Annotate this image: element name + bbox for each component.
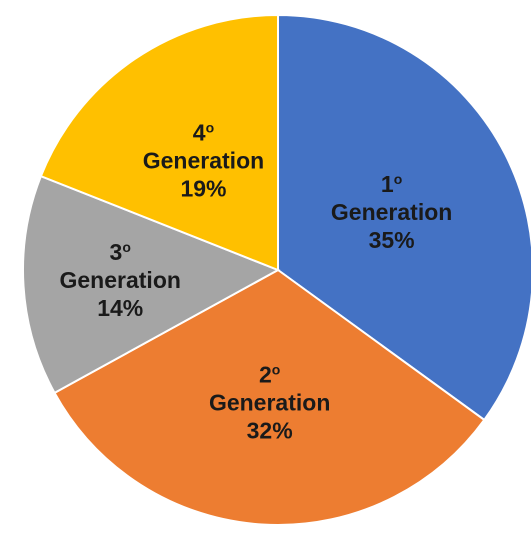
pie-labels: 1o Generation 35%2o Generation 32%3o Generati… [60, 119, 453, 443]
slice-name: Generation [209, 389, 330, 415]
slice-label-3: 3o Generation 14% [60, 239, 181, 321]
slice-percent: 32% [247, 417, 293, 443]
slice-ordinal: 1o [381, 171, 402, 197]
slice-ordinal: 3o [110, 239, 131, 265]
slice-name: Generation [60, 267, 181, 293]
pie-slice-3 [22, 174, 281, 395]
slice-percent: 14% [97, 295, 143, 321]
slice-label-1: 1o Generation 35% [331, 171, 452, 253]
pie-slice-1 [277, 13, 531, 422]
pie-slice-4 [39, 13, 279, 272]
slice-name: Generation [143, 147, 264, 173]
slice-label-2: 2o Generation 32% [209, 361, 330, 443]
slice-percent: 35% [369, 227, 415, 253]
slice-name: Generation [331, 199, 452, 225]
pie-slice-2 [53, 268, 486, 526]
slice-label-4: 4o Generation 19% [143, 119, 264, 201]
slice-ordinal: 4o [193, 119, 214, 145]
slice-percent: 19% [180, 175, 226, 201]
slice-ordinal: 2o [259, 361, 280, 387]
pie-slices [22, 13, 531, 526]
